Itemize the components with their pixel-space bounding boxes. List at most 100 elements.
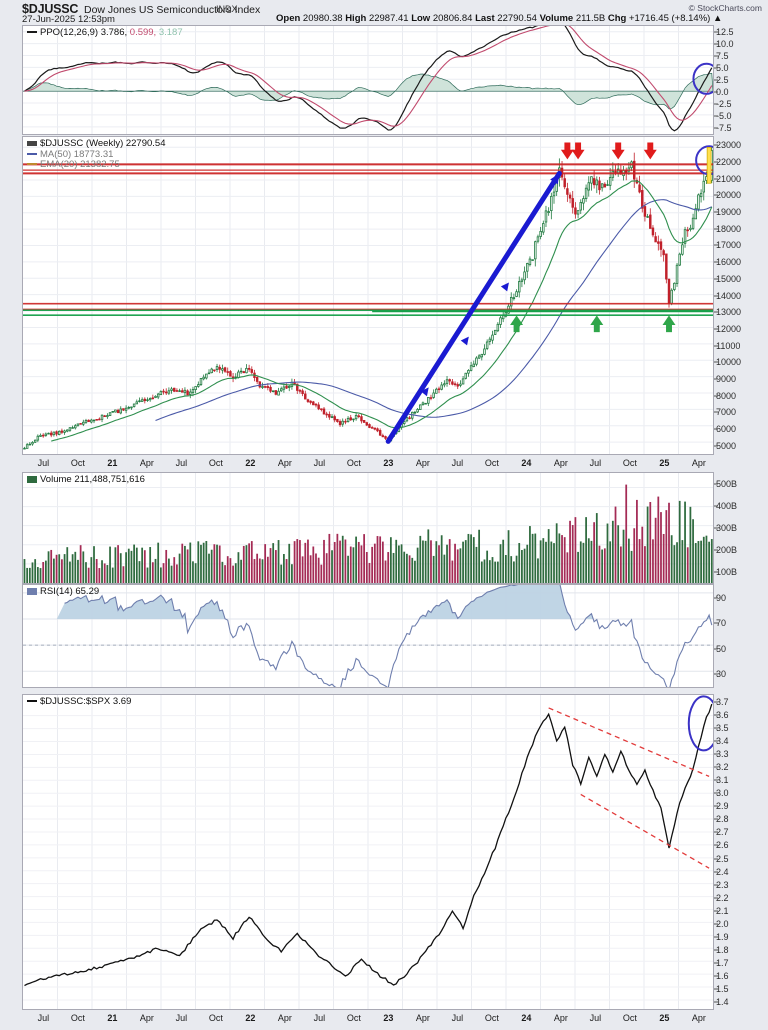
axis-tick-mark [714, 428, 718, 430]
ratio-legend-text: $DJUSSC:$SPX 3.69 [40, 696, 132, 707]
axis-tick-label: 2.1 [716, 905, 729, 916]
axis-tick-label: 8000 [716, 390, 737, 401]
x-axis-month-label: Apr [415, 1013, 430, 1023]
x-axis-month-label: Oct [622, 458, 637, 468]
axis-tick-mark [714, 411, 718, 413]
axis-tick-mark [714, 55, 718, 57]
x-axis-month-label: Oct [346, 1013, 361, 1023]
axis-tick-mark [714, 858, 718, 860]
ratio-line-swatch [27, 700, 37, 703]
axis-tick-label: 30 [716, 669, 727, 680]
axis-tick-mark [714, 897, 718, 899]
axis-tick-label: 12.5 [716, 27, 734, 37]
axis-tick-mark [714, 228, 718, 230]
axis-tick-mark [714, 962, 718, 964]
axis-tick-label: 3.4 [716, 735, 729, 746]
axis-tick-label: 1.7 [716, 958, 729, 969]
x-axis-year-label: 22 [245, 1013, 256, 1023]
axis-tick-mark [714, 871, 718, 873]
x-axis-month-label: Jul [37, 458, 50, 468]
x-axis-year-label: 23 [383, 1013, 394, 1023]
axis-tick-label: 22000 [716, 157, 742, 168]
ppo-legend: PPO(12,26,9) 3.786, 0.599, 3.187 [27, 27, 183, 39]
x-axis-month-label: Oct [70, 458, 85, 468]
x-axis-month-label: Jul [451, 1013, 464, 1023]
axis-tick-mark [714, 328, 718, 330]
price-legend-title-row: $DJUSSC (Weekly) 22790.54 [27, 138, 166, 150]
ratio-legend: $DJUSSC:$SPX 3.69 [27, 696, 132, 708]
axis-tick-label: 0.0 [716, 87, 729, 97]
low-value: 20806.84 [432, 13, 473, 24]
axis-tick-label: 2.0 [716, 918, 729, 929]
x-axis-year-label: 24 [521, 458, 532, 468]
axis-tick-mark [714, 311, 718, 313]
x-axis-month-label: Apr [691, 458, 706, 468]
axis-tick-label: 19000 [716, 207, 742, 218]
axis-tick-mark [714, 178, 718, 180]
axis-tick-mark [714, 244, 718, 246]
x-axis-month-label: Jul [175, 1013, 188, 1023]
axis-tick-mark [714, 923, 718, 925]
axis-tick-label: -5.0 [716, 111, 732, 121]
symbol-ticker: $DJUSSC [22, 2, 79, 16]
axis-tick-label: 3.1 [716, 775, 729, 786]
axis-tick-mark [714, 673, 718, 675]
ratio-x-axis: Jul Oct 21 Apr Jul Oct 22 Apr Jul Oct 23 Apr Jul Oct 2… [22, 1011, 714, 1027]
volume-panel[interactable]: Volume 211,488,751,616 [22, 472, 714, 584]
axis-tick-label: 5000 [716, 440, 737, 451]
axis-tick-mark [714, 740, 718, 742]
last-value: 22790.54 [497, 13, 537, 24]
axis-tick-label: 3.3 [716, 748, 729, 759]
axis-tick-mark [714, 194, 718, 196]
candlestick-icon [27, 140, 37, 146]
axis-tick-mark [714, 361, 718, 363]
rsi-legend-text: RSI(14) 65.29 [40, 586, 100, 597]
volume-bars-icon [27, 475, 37, 483]
axis-tick-label: 7.5 [716, 51, 729, 61]
price-legend-ema20-row: EMA(20) 21382.75 [27, 159, 166, 171]
axis-tick-label: 20000 [716, 190, 742, 201]
axis-tick-mark [714, 483, 718, 485]
change-value: +1716.45 (+8.14%) [628, 13, 711, 24]
axis-tick-label: 11000 [716, 340, 741, 351]
high-label: High [345, 13, 367, 24]
axis-tick-label: 400B [716, 501, 738, 511]
index-name: Dow Jones US Semiconductors Index [84, 3, 261, 16]
volume-legend-text: Volume 211,488,751,616 [40, 474, 145, 485]
axis-tick-label: 9000 [716, 373, 737, 384]
x-axis-year-label: 25 [659, 1013, 670, 1023]
x-axis-month-label: Jul [451, 458, 464, 468]
axis-tick-mark [714, 67, 718, 69]
axis-tick-label: 10000 [716, 357, 742, 368]
axis-tick-mark [714, 91, 718, 93]
x-axis-month-label: Jul [313, 458, 326, 468]
volume-value: 211.5B [575, 13, 606, 24]
axis-tick-mark [714, 527, 718, 529]
change-arrow-icon: ▲ [712, 13, 723, 24]
axis-tick-mark [714, 549, 718, 551]
axis-tick-mark [714, 753, 718, 755]
rsi-icon [27, 587, 37, 595]
axis-tick-label: 15000 [716, 273, 742, 284]
axis-tick-label: 90 [716, 592, 727, 603]
price-legend-ma50-row: MA(50) 18773.31 [27, 149, 166, 161]
axis-tick-label: 3.2 [716, 761, 729, 772]
axis-tick-label: 2.4 [716, 866, 729, 877]
axis-tick-mark [714, 345, 718, 347]
x-axis-month-label: Oct [70, 1013, 85, 1023]
axis-tick-label: 16000 [716, 257, 742, 268]
axis-tick-label: 3.5 [716, 722, 729, 733]
rsi-panel[interactable]: RSI(14) 65.29 [22, 584, 714, 688]
ratio-panel[interactable]: $DJUSSC:$SPX 3.69 [22, 694, 714, 1010]
axis-tick-label: 7000 [716, 407, 737, 418]
ppo-panel[interactable]: PPO(12,26,9) 3.786, 0.599, 3.187 [22, 25, 714, 135]
high-value: 22987.41 [368, 13, 409, 24]
last-label: Last [475, 13, 495, 24]
axis-tick-label: 1.9 [716, 932, 729, 943]
price-panel[interactable]: $DJUSSC (Weekly) 22790.54 MA(50) 18773.3… [22, 136, 714, 455]
axis-tick-mark [714, 211, 718, 213]
axis-tick-label: 13000 [716, 307, 742, 318]
x-axis-month-label: Jul [589, 458, 602, 468]
axis-tick-label: 1.8 [716, 945, 729, 956]
